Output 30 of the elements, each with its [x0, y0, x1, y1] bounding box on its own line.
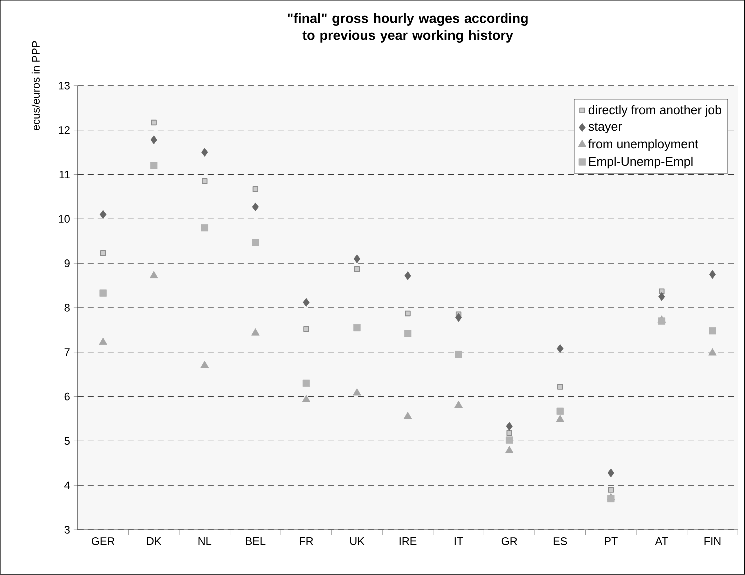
y-tick-label: 11	[60, 171, 70, 179]
x-tick-label: NL	[198, 538, 212, 546]
x-tick-label: FIN	[704, 538, 721, 546]
y-tick-label: 6	[64, 392, 70, 401]
y-axis-title: ecus/euros in PPP	[32, 41, 40, 131]
chart-title: "final" gross hourly wages according to previous year working history	[288, 13, 528, 43]
x-tick-label: IRE	[400, 538, 417, 546]
y-tick-label: 12	[59, 126, 70, 134]
y-tick-label: 8	[64, 304, 70, 312]
legend-label: directly from another job	[588, 105, 722, 118]
x-tick-label: BEL	[246, 538, 266, 546]
y-tick-label: 5	[64, 437, 70, 446]
legend-label: from unemployment	[588, 139, 698, 152]
x-tick-label: IT	[454, 538, 464, 546]
legend-label: stayer	[588, 122, 622, 134]
x-tick-label: GER	[92, 538, 115, 546]
x-tick-label: AT	[655, 538, 668, 546]
x-tick-label: UK	[350, 538, 365, 546]
y-tick-label: 13	[59, 82, 70, 90]
legend-label: Empl-Unemp-Empl	[589, 156, 693, 169]
y-tick-label: 3	[64, 526, 70, 534]
y-tick-label: 10	[59, 215, 70, 224]
x-tick-label: PT	[605, 538, 618, 546]
y-tick-label: 4	[64, 482, 70, 490]
x-tick-label: GR	[502, 538, 518, 546]
y-tick-label: 7	[64, 348, 70, 356]
x-tick-label: DK	[147, 538, 162, 546]
x-tick-label: FR	[300, 538, 314, 546]
y-tick-label: 9	[64, 260, 70, 268]
x-tick-label: ES	[554, 538, 568, 546]
